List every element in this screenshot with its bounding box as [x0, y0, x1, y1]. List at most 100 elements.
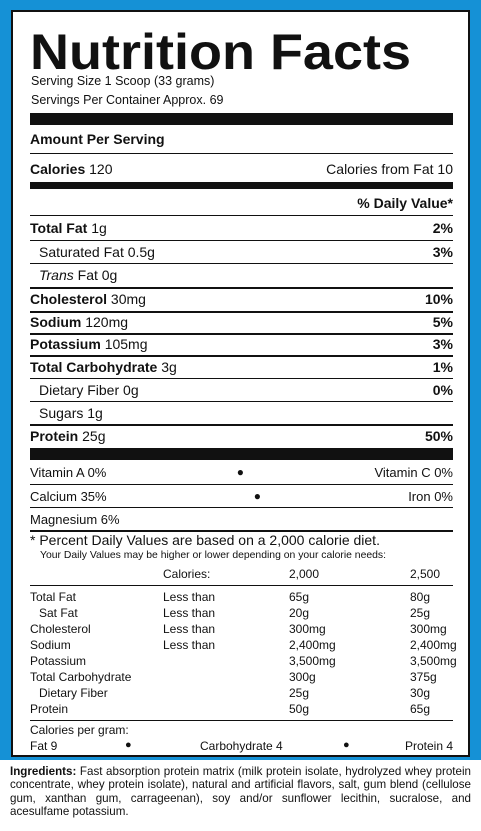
- amount-per-serving: Amount Per Serving: [30, 131, 165, 147]
- table-cell-cond: Less than: [163, 606, 216, 620]
- table-cell-2000: 65g: [289, 590, 310, 604]
- thick-divider: [30, 448, 453, 460]
- divider: [30, 401, 453, 402]
- bullet-icon: ●: [343, 739, 350, 751]
- table-cell-2000: 20g: [289, 606, 310, 620]
- amount-per-serving-row: Amount Per Serving: [30, 129, 453, 149]
- divider: [30, 333, 453, 335]
- nutrient-row-total-fat: Total Fat 1g 2%: [30, 217, 453, 239]
- nutrient-label: Trans: [39, 267, 74, 283]
- table-cell-cond: Less than: [163, 638, 216, 652]
- nutrient-amount: 25g: [82, 428, 106, 444]
- ingredients-text: Fast absorption protein matrix (milk pro…: [10, 765, 471, 818]
- nutrient-dv: 3%: [432, 336, 453, 352]
- table-cell-label: Sodium: [30, 638, 71, 652]
- nutrient-row-cholesterol: Cholesterol 30mg 10%: [30, 288, 453, 310]
- divider: [30, 153, 453, 154]
- table-cell-2000: 300mg: [289, 622, 326, 636]
- divider: [30, 263, 453, 264]
- nutrient-label: Cholesterol: [30, 291, 108, 307]
- nutrient-row-sodium: Sodium 120mg 5%: [30, 311, 453, 333]
- footnote-small: Your Daily Values may be higher or lower…: [40, 550, 386, 561]
- divider: [30, 530, 453, 532]
- table-row: Total Carbohydrate 300g 375g: [30, 670, 453, 686]
- vitamin-right: Vitamin C 0%: [374, 464, 453, 480]
- nutrient-label: Total Fat: [30, 220, 88, 236]
- medium-divider: [30, 182, 453, 189]
- nutrient-dv: 50%: [424, 428, 453, 444]
- table-cell-2500: 2,400mg: [410, 638, 457, 652]
- table-cell-2000: 50g: [289, 702, 310, 716]
- vitamin-row: Magnesium 6%: [30, 508, 453, 530]
- table-cell-label: Protein: [30, 702, 69, 716]
- nutrient-amount: 3g: [161, 359, 177, 375]
- dv-header: % Daily Value*: [357, 195, 453, 211]
- ingredients-label: Ingredients:: [10, 765, 77, 778]
- per-gram-protein: Protein 4: [404, 739, 453, 753]
- vitamin-row: Calcium 35% ● Iron 0%: [30, 485, 453, 507]
- per-gram-fat: Fat 9: [30, 739, 58, 753]
- table-cell-2500: 65g: [410, 702, 431, 716]
- divider: [30, 240, 453, 241]
- nutrient-label: Sugars: [39, 405, 84, 421]
- divider: [30, 720, 453, 721]
- nutrient-label: Protein: [30, 428, 79, 444]
- table-cell-2500: 80g: [410, 590, 431, 604]
- table-header-calories: Calories:: [163, 567, 211, 581]
- divider: [30, 585, 453, 586]
- nutrient-dv: 1%: [432, 359, 453, 375]
- nutrient-row-potassium: Potassium 105mg 3%: [30, 333, 453, 355]
- table-cell-label: Sat Fat: [39, 606, 78, 620]
- serving-size: Serving Size 1 Scoop (33 grams): [31, 74, 215, 88]
- table-row: Total Fat Less than 65g 80g: [30, 590, 453, 606]
- table-cell-2000: 25g: [289, 686, 310, 700]
- nutrient-amount: 0.5g: [127, 244, 155, 260]
- calories-from-fat: Calories from Fat 10: [326, 161, 453, 177]
- table-cell-cond: Less than: [163, 622, 216, 636]
- vitamin-left: Magnesium 6%: [30, 511, 120, 527]
- divider: [30, 507, 453, 508]
- nutrient-label: Saturated Fat: [39, 244, 124, 260]
- table-cell-2500: 375g: [410, 670, 437, 684]
- calories-row: Calories 120 Calories from Fat 10: [30, 158, 453, 180]
- divider: [30, 215, 453, 216]
- table-cell-2500: 25g: [410, 606, 431, 620]
- nutrient-row-sat-fat: Saturated Fat 0.5g 3%: [30, 241, 453, 263]
- table-header-2500: 2,500: [410, 567, 441, 581]
- nutrient-label: Sodium: [30, 314, 82, 330]
- calories-label: Calories: [30, 161, 86, 177]
- bullet-icon: ●: [125, 739, 132, 751]
- divider: [30, 311, 453, 313]
- page-title: Nutrition Facts: [30, 24, 412, 80]
- table-row: Potassium 3,500mg 3,500mg: [30, 654, 457, 670]
- nutrient-dv: 0%: [432, 382, 453, 398]
- divider: [30, 424, 453, 426]
- table-cell-2000: 3,500mg: [289, 654, 336, 668]
- nutrient-amount: 0g: [123, 382, 139, 398]
- table-header-2000: 2,000: [289, 567, 320, 581]
- bullet-icon: ●: [253, 489, 262, 503]
- footnote: * Percent Daily Values are based on a 2,…: [30, 532, 380, 548]
- divider: [30, 484, 453, 485]
- dv-header-row: % Daily Value*: [30, 192, 453, 214]
- table-row: Sat Fat Less than 20g 25g: [30, 606, 453, 622]
- ingredients-block: Ingredients: Fast absorption protein mat…: [0, 760, 481, 831]
- dv-table-header: Calories: 2,000 2,500: [30, 567, 453, 585]
- nutrient-dv: 5%: [432, 314, 453, 330]
- table-row: Dietary Fiber 25g 30g: [30, 686, 453, 702]
- table-cell-label: Total Fat: [30, 590, 77, 604]
- nutrient-amount: 105mg: [104, 336, 148, 352]
- table-cell-2500: 30g: [410, 686, 431, 700]
- nutrient-dv: 10%: [424, 291, 453, 307]
- nutrient-label: Total Carbohydrate: [30, 359, 158, 375]
- per-gram-carb: Carbohydrate 4: [200, 739, 283, 753]
- nutrition-panel: Nutrition Facts Serving Size 1 Scoop (33…: [11, 10, 470, 757]
- nutrient-dv: 3%: [432, 244, 453, 260]
- nutrient-row-trans-fat: Trans Fat 0g: [30, 264, 453, 286]
- nutrient-amount: 1g: [91, 220, 107, 236]
- nutrient-row-dietary-fiber: Dietary Fiber 0g 0%: [30, 379, 453, 401]
- table-cell-label: Cholesterol: [30, 622, 91, 636]
- nutrient-amount: Fat 0g: [77, 267, 118, 283]
- nutrient-amount: 30mg: [110, 291, 146, 307]
- table-cell-label: Dietary Fiber: [39, 686, 108, 700]
